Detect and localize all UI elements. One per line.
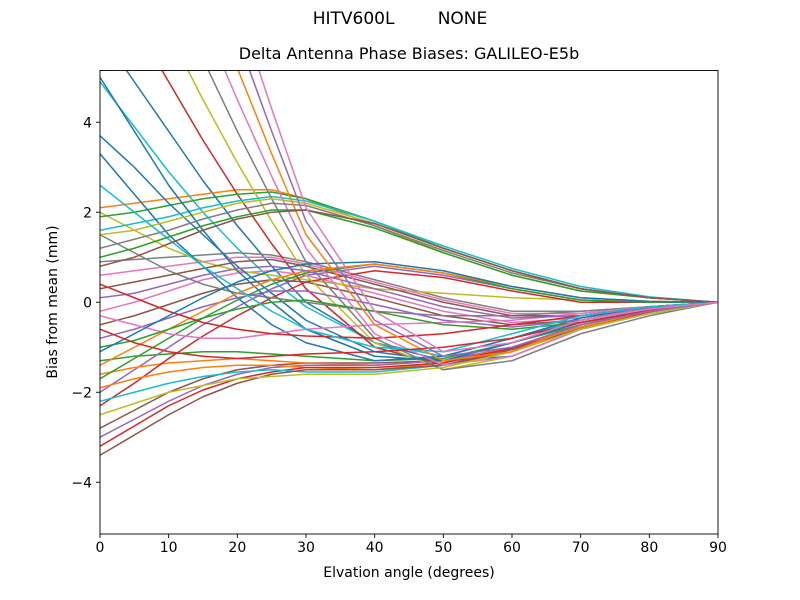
- x-tick-label: 50: [434, 540, 452, 556]
- y-tick-label: 0: [83, 295, 92, 311]
- series-line-46: [100, 209, 718, 303]
- y-axis-ticks: −4 −2 0 2 4: [71, 115, 100, 491]
- series-line-29: [100, 198, 718, 303]
- series-line-23: [100, 263, 718, 380]
- series-line-22: [100, 153, 718, 362]
- figure-suptitle: HITV600L NONE: [312, 9, 488, 29]
- x-tick-label: 10: [160, 540, 178, 556]
- series-lines: [100, 70, 718, 456]
- x-tick-label: 70: [572, 540, 590, 556]
- series-line-28: [207, 70, 718, 371]
- series-line-38: [100, 202, 718, 303]
- x-tick-label: 40: [366, 540, 384, 556]
- series-line-15: [100, 301, 718, 438]
- series-line-18: [100, 234, 718, 317]
- series-line-20: [100, 195, 718, 303]
- x-tick-label: 80: [640, 540, 658, 556]
- x-tick-label: 0: [96, 540, 105, 556]
- series-line-41: [100, 261, 718, 353]
- y-tick-label: 4: [83, 115, 92, 131]
- x-axis-label: Elvation angle (degrees): [323, 565, 494, 581]
- chart-title: Delta Antenna Phase Biases: GALILEO-E5b: [238, 44, 580, 63]
- series-line-47: [258, 70, 718, 353]
- y-tick-label: 2: [83, 205, 92, 221]
- x-tick-label: 20: [228, 540, 246, 556]
- series-line-11: [100, 191, 718, 303]
- series-line-2: [100, 189, 718, 303]
- y-tick-label: −2: [71, 385, 92, 401]
- series-line-40: [100, 184, 718, 353]
- series-line-39: [100, 301, 718, 416]
- x-tick-label: 30: [297, 540, 315, 556]
- x-tick-label: 90: [709, 540, 727, 556]
- y-tick-label: −4: [71, 475, 92, 491]
- series-line-5: [100, 265, 718, 393]
- series-line-13: [100, 135, 718, 362]
- series-line-44: [100, 301, 718, 360]
- x-axis-ticks: 0 10 20 30 40 50 60 70 80 90: [96, 534, 727, 556]
- y-axis-label: Bias from mean (mm): [45, 225, 61, 378]
- series-line-45: [248, 70, 718, 357]
- x-tick-label: 60: [503, 540, 521, 556]
